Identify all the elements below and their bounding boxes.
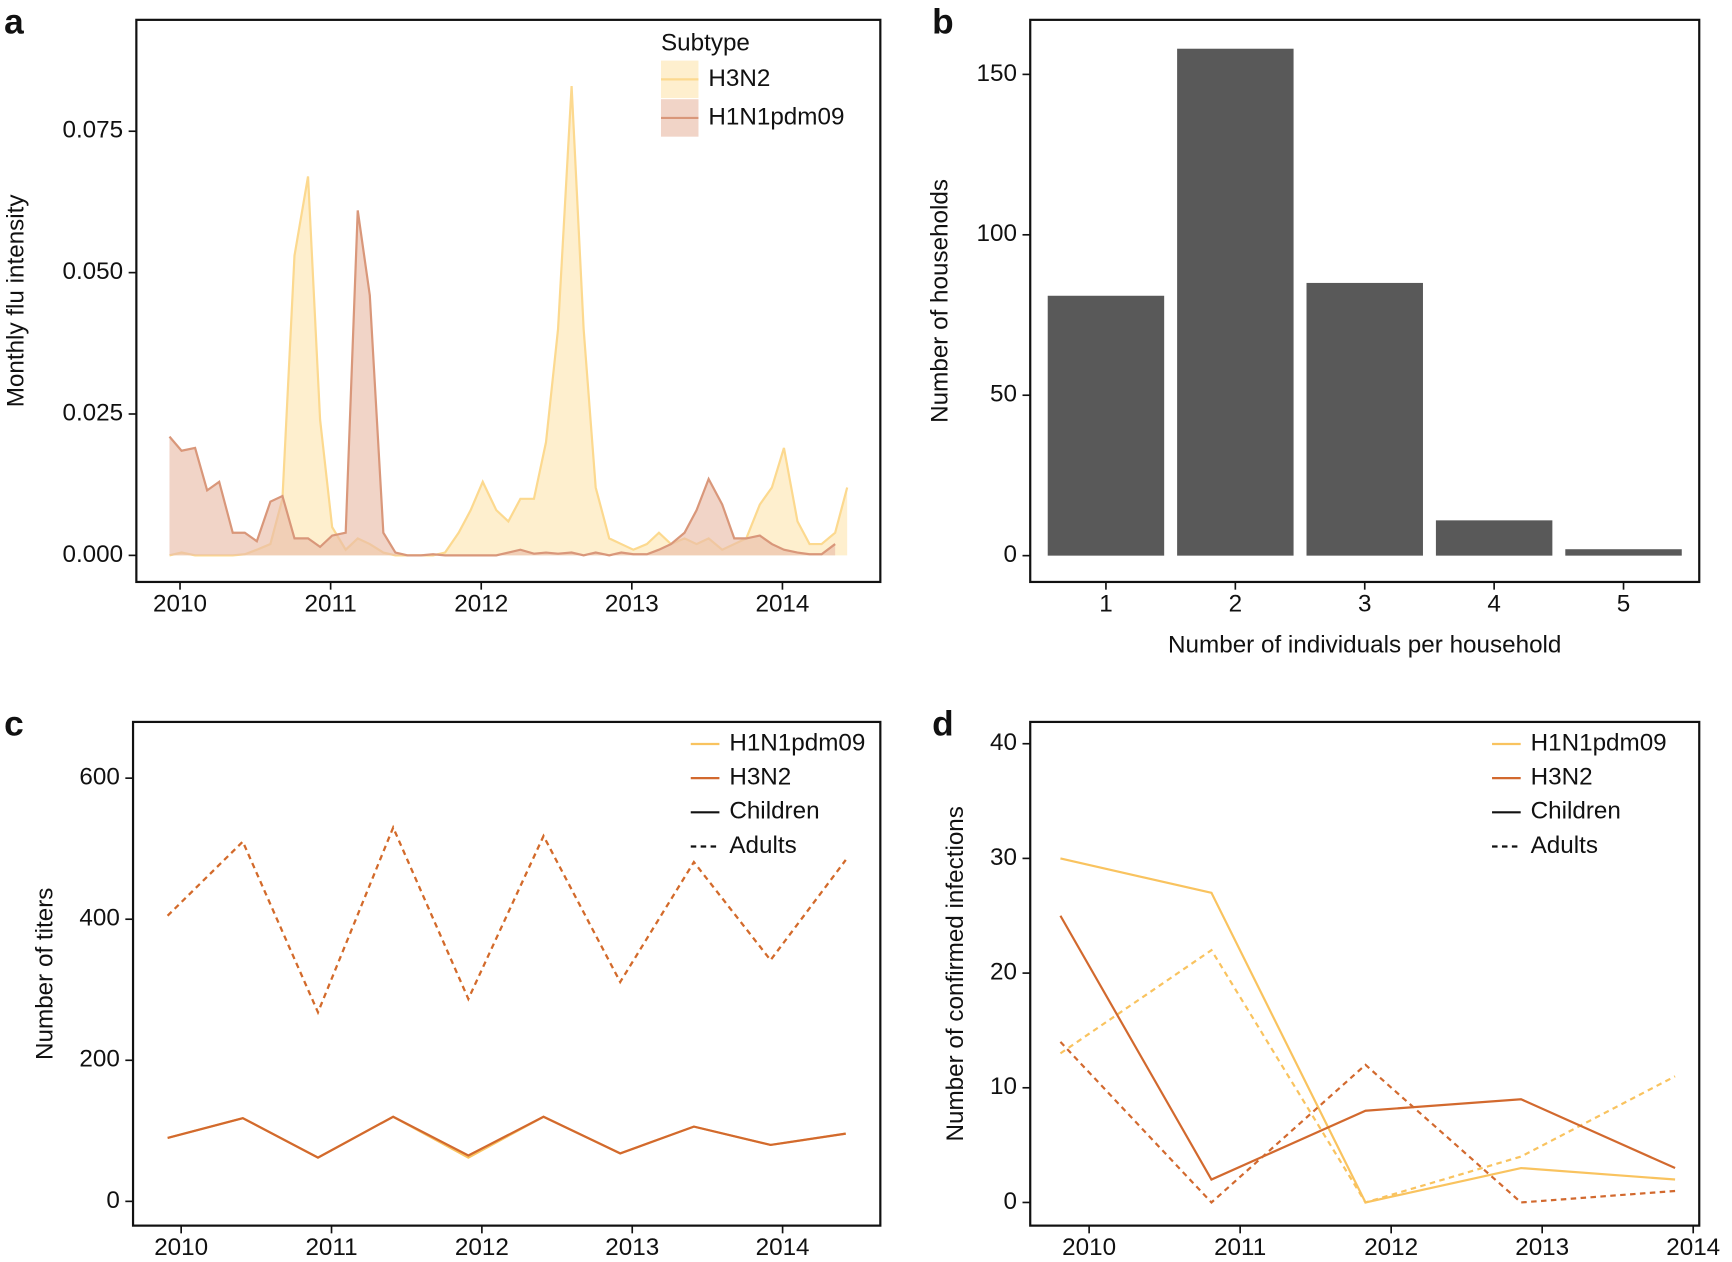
y-tick-label: 10 <box>990 1073 1017 1100</box>
x-tick-label: 2014 <box>756 1234 810 1261</box>
legend-label: H3N2 <box>1531 764 1593 791</box>
series-line <box>1060 857 1676 1204</box>
x-tick-label: 2014 <box>1666 1234 1720 1261</box>
area-line <box>169 85 849 557</box>
legend-label: Adults <box>1531 832 1598 859</box>
legend-label: Adults <box>729 832 796 859</box>
x-tick-label: 2013 <box>605 1234 659 1261</box>
series-line <box>1059 915 1676 1181</box>
x-tick-label: 2010 <box>154 1234 208 1261</box>
y-tick-label: 0 <box>106 1187 119 1214</box>
y-axis-title: Number of confirmed infections <box>942 806 969 1141</box>
x-tick-label: 2011 <box>1214 1234 1266 1261</box>
panel-label: d <box>932 705 954 744</box>
y-tick-label: 0.000 <box>62 541 123 568</box>
plot-frame <box>1029 18 1701 584</box>
y-tick-label: 0 <box>1004 1188 1017 1215</box>
legend-label: H3N2 <box>708 65 770 92</box>
plot-frame <box>135 18 882 584</box>
x-tick-label: 2013 <box>605 591 659 618</box>
bar <box>1306 282 1423 556</box>
bar <box>1177 48 1294 556</box>
series-line <box>167 1115 846 1159</box>
x-tick-label: 2011 <box>305 1234 357 1261</box>
bar <box>1435 520 1553 556</box>
y-tick-label: 150 <box>977 60 1017 87</box>
y-tick-label: 600 <box>79 764 119 791</box>
legend-label: H1N1pdm09 <box>729 729 865 756</box>
y-tick-label: 400 <box>79 905 119 932</box>
y-tick-label: 50 <box>990 381 1017 408</box>
y-tick-label: 20 <box>990 958 1017 985</box>
panel-label: a <box>4 3 24 42</box>
x-tick-label: 1 <box>1099 591 1112 618</box>
area-fill <box>169 86 848 556</box>
x-axis-title: Number of individuals per household <box>1168 631 1561 658</box>
legend-label: Children <box>729 798 819 825</box>
y-axis-title: Number of titers <box>31 888 58 1060</box>
y-tick-label: 0 <box>1004 541 1017 568</box>
y-tick-label: 30 <box>990 844 1017 871</box>
plot-frame <box>131 720 882 1227</box>
series-line <box>1059 948 1676 1204</box>
y-tick-label: 0.050 <box>62 258 123 285</box>
x-tick-label: 2013 <box>1515 1234 1569 1261</box>
x-tick-label: 2011 <box>305 591 357 618</box>
panel-label: c <box>4 705 24 744</box>
y-tick-label: 100 <box>977 220 1017 247</box>
x-tick-label: 2010 <box>153 591 207 618</box>
y-tick-label: 0.025 <box>62 399 123 426</box>
x-tick-label: 3 <box>1358 591 1371 618</box>
x-tick-label: 2 <box>1229 591 1242 618</box>
plot-frame <box>1029 720 1701 1227</box>
x-tick-label: 4 <box>1487 591 1500 618</box>
series-line <box>166 824 847 1016</box>
y-tick-label: 40 <box>990 729 1017 756</box>
y-tick-label: 0.075 <box>62 117 123 144</box>
legend-label: H1N1pdm09 <box>708 103 844 130</box>
panel-label: b <box>932 3 954 42</box>
y-axis-title: Monthly flu intensity <box>3 194 30 408</box>
x-tick-label: 2012 <box>1364 1234 1418 1261</box>
y-axis-title: Number of households <box>926 179 953 423</box>
series-line <box>1059 1041 1676 1204</box>
series-line <box>167 1115 846 1159</box>
legend-label: H1N1pdm09 <box>1531 729 1667 756</box>
x-tick-label: 2012 <box>454 591 508 618</box>
x-tick-label: 2012 <box>455 1234 509 1261</box>
x-tick-label: 2010 <box>1062 1234 1116 1261</box>
y-tick-label: 200 <box>79 1046 119 1073</box>
bar <box>1047 295 1165 556</box>
bar <box>1565 549 1682 556</box>
x-tick-label: 5 <box>1617 591 1630 618</box>
x-tick-label: 2014 <box>755 591 809 618</box>
legend-title: Subtype <box>661 29 750 56</box>
legend-label: H3N2 <box>729 764 791 791</box>
area-line <box>168 210 836 557</box>
legend-label: Children <box>1531 798 1621 825</box>
